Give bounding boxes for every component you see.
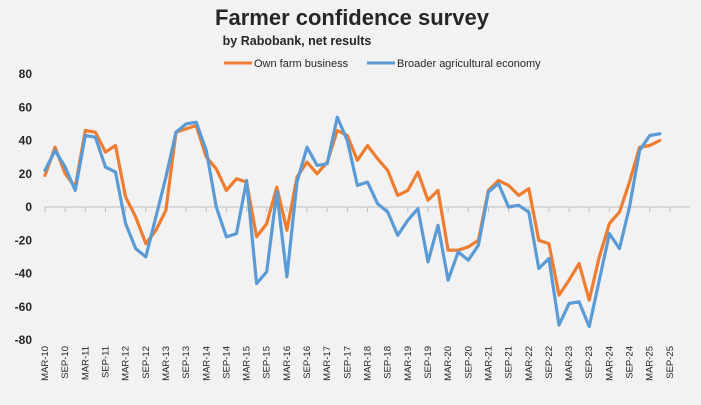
x-tick-label: MAR-19	[403, 346, 414, 381]
x-tick-label: MAR-15	[242, 346, 253, 381]
y-tick-label: 80	[19, 67, 33, 81]
x-tick-label: SEP-22	[544, 346, 555, 379]
x-tick-label: MAR-14	[201, 346, 212, 381]
x-tick-label: MAR-18	[363, 346, 374, 381]
x-tick-label: SEP-10	[60, 346, 71, 379]
x-tick-label: MAR-11	[80, 346, 91, 380]
x-tick-label: SEP-25	[665, 346, 676, 379]
series-line-broader-economy	[43, 115, 662, 329]
x-tick-label: SEP-16	[302, 346, 313, 379]
legend-label-own-farm: Own farm business	[254, 58, 349, 70]
x-tick-label: SEP-11	[100, 346, 111, 378]
x-tick-label: MAR-22	[524, 346, 535, 381]
x-tick-label: SEP-12	[141, 346, 152, 379]
series-line-own-farm	[43, 123, 662, 302]
chart-title: Farmer confidence survey	[215, 5, 490, 30]
x-tick-label: SEP-19	[423, 346, 434, 379]
x-tick-label: MAR-25	[645, 346, 656, 381]
x-tick-label: MAR-10	[40, 346, 51, 381]
legend: Own farm business Broader agricultural e…	[224, 58, 541, 70]
x-tick-label: MAR-23	[564, 346, 575, 381]
x-tick-label: SEP-23	[584, 346, 595, 379]
x-tick-label: MAR-12	[121, 346, 132, 381]
x-tick-label: MAR-13	[161, 346, 172, 381]
y-tick-label: -40	[15, 267, 33, 281]
x-tick-label: MAR-20	[443, 346, 454, 381]
x-tick-label: SEP-13	[181, 346, 192, 379]
legend-label-broader-economy: Broader agricultural economy	[397, 58, 541, 70]
y-axis: 80 60 40 20 0 -20 -40 -60 -80	[15, 67, 33, 347]
y-tick-label: 40	[19, 134, 33, 148]
x-tick-label: SEP-15	[262, 346, 273, 379]
y-tick-label: 60	[19, 100, 33, 114]
y-tick-label: 0	[25, 200, 32, 214]
x-axis: MAR-10 SEP-10 MAR-11 SEP-11 MAR-12 SEP-12 MAR-…	[40, 207, 676, 381]
x-tick-label: SEP-14	[221, 346, 232, 379]
x-tick-label: SEP-18	[383, 346, 394, 379]
y-tick-label: -20	[15, 233, 33, 247]
x-tick-label: MAR-21	[483, 346, 494, 381]
x-tick-label: MAR-17	[322, 346, 333, 381]
x-tick-label: MAR-16	[282, 346, 293, 381]
y-tick-label: -80	[15, 333, 33, 347]
x-tick-label: MAR-24	[604, 346, 615, 381]
x-tick-label: SEP-17	[342, 346, 353, 379]
y-tick-label: 20	[19, 167, 33, 181]
chart-subtitle: by Rabobank, net results	[223, 34, 372, 48]
x-tick-label: SEP-24	[625, 346, 636, 379]
x-tick-label: SEP-20	[463, 346, 474, 379]
series-group	[43, 115, 662, 329]
y-tick-label: -60	[15, 300, 33, 314]
x-tick-label: SEP-21	[504, 346, 515, 379]
